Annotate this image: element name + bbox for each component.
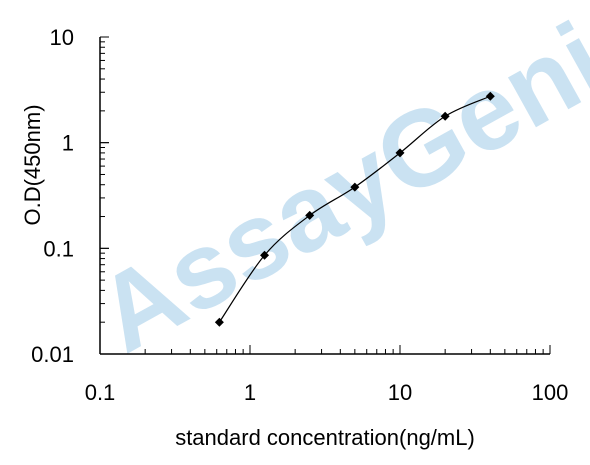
x-tick-label: 100 <box>532 380 569 405</box>
data-points <box>214 91 495 327</box>
watermark-text: AssayGenie <box>77 0 590 375</box>
y-tick-label: 1 <box>62 131 74 156</box>
x-tick-label: 10 <box>388 380 412 405</box>
axes <box>99 37 550 355</box>
x-tick-label: 0.1 <box>85 380 116 405</box>
data-point-marker <box>350 182 360 192</box>
data-point-marker <box>305 210 315 220</box>
y-tick-label: 0.1 <box>43 236 74 261</box>
data-point-marker <box>214 317 224 327</box>
y-tick-label: 10 <box>50 25 74 50</box>
tick-labels: 0.1 1 10 100 10 1 0.1 0.01 <box>31 25 568 405</box>
data-point-marker <box>485 91 495 101</box>
data-point-marker <box>440 111 450 121</box>
data-point-marker <box>395 148 405 158</box>
ticks <box>99 36 551 355</box>
y-axis-title: O.D(450nm) <box>20 104 45 225</box>
x-tick-label: 1 <box>244 380 256 405</box>
data-point-marker <box>260 250 270 260</box>
x-axis-title: standard concentration(ng/mL) <box>175 425 475 450</box>
y-tick-label: 0.01 <box>31 342 74 367</box>
